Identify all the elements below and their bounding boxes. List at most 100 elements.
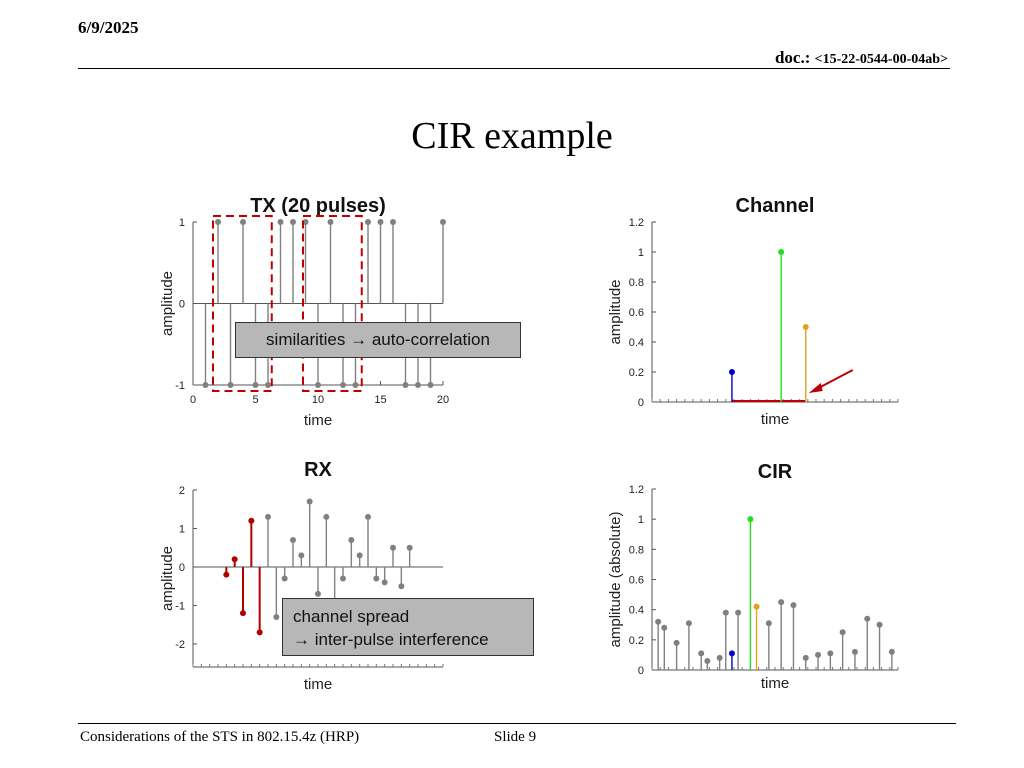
chart4-stem-marker [698,650,705,657]
chart4-stem-marker [685,620,692,627]
chart4-stem-marker [778,599,785,606]
chart3-stem-marker [248,517,255,524]
chart3-stem-marker [315,590,321,597]
chart2-ytick-label: 0 [638,397,644,409]
chart4-stem-marker [722,609,729,616]
chart3-stem-marker [290,537,296,544]
chart1-stem-marker [415,382,421,388]
chart1-ylabel: amplitude [159,271,176,336]
chart2-ytick-label: 0.8 [629,277,644,289]
chart4-stem-marker [704,657,711,664]
chart3-stem-marker [398,583,405,590]
chart1-highlight-box [212,215,273,392]
chart4-stem-marker [735,609,742,616]
chart4-stem-marker [747,516,754,523]
chart1-stem-marker [340,382,346,388]
chart4-ytick-label: 0.4 [629,605,644,617]
doc-label: doc.: [774,48,811,67]
chart4-stem-marker [728,650,735,657]
header-rule [78,68,950,69]
chart4-ytick-label: 0.2 [629,635,644,647]
chart4-ytick-label: 0 [638,665,644,677]
chart1-xtick-label: 20 [437,394,449,406]
chart3-stem-marker [256,629,263,636]
chart3-stem-marker [323,513,330,520]
chart4-stem-marker [655,618,662,625]
chart4-title: CIR [758,461,793,483]
chart1-stem-marker [240,219,246,225]
chart2-ytick-label: 1.2 [629,217,644,229]
chart4-stem-marker [790,602,797,609]
chart3-ytick-label: 2 [179,485,185,497]
chart2-title: Channel [736,195,815,217]
chart4-stem-marker [827,650,834,657]
chart1-stem-marker [215,219,221,225]
chart4-ytick-label: 1.2 [629,484,644,496]
chart1-xtick-label: 0 [190,394,196,406]
chart1-title: TX (20 pulses) [250,195,386,217]
chart2-ytick-label: 0.2 [629,367,644,379]
chart1-xlabel: time [304,412,332,429]
chart4-stem-marker [716,654,723,661]
chart4-stem-marker [839,629,846,636]
chart3-stem-marker [390,544,396,551]
chart1-stem-marker [365,219,371,225]
chart1-stem-marker [277,219,284,225]
chart3-stem-marker [231,556,238,563]
chart3-stem-marker [381,579,388,586]
chart2-ytick-label: 1 [638,247,644,259]
chart1-ytick-label: -1 [175,380,185,392]
chart1-highlight-box [302,215,363,392]
chart1-stem-marker [315,382,321,388]
chart3-stem-marker [340,575,346,582]
chart4-ytick-label: 0.8 [629,544,644,556]
chart3-title: RX [304,459,332,481]
chart1-stem-marker [440,219,446,225]
chart4-stem-marker [673,639,680,646]
chart2-stem-marker [778,249,785,255]
slide-number: Slide 9 [494,729,537,745]
channel-spread-callout: channel spread → inter-pulse interferenc… [282,598,534,656]
chart3-stem-marker [306,498,313,505]
chart1-stem-marker [352,382,359,388]
chart3-ytick-label: -2 [175,639,185,651]
chart1-ytick-label: 0 [179,299,185,311]
chart2-ytick-label: 0.4 [629,337,644,349]
chart4-xlabel: time [761,675,789,692]
chart1-stem-marker [402,382,409,388]
chart2-stem-marker [802,324,809,330]
chart1-stem-marker [290,219,296,225]
chart3-stem-marker [281,575,288,582]
chart4-stem-marker [765,620,772,627]
chart3-stem-marker [365,513,371,520]
header-doc-id: doc.: <15-22-0544-00-04ab> [775,48,948,68]
chart4-ylabel: amplitude (absolute) [607,512,624,648]
chart1-xtick-label: 10 [312,394,324,406]
chart1-stem-marker [390,219,396,225]
chart2-ytick-label: 0.6 [629,307,644,319]
channel-spread-line2: → inter-pulse interference [293,630,489,649]
slide-title: CIR example [411,115,613,157]
chart3-stem-marker [265,513,271,520]
chart4-ytick-label: 0.6 [629,575,644,587]
chart3-ytick-label: -1 [175,600,185,612]
chart1-xtick-label: 5 [252,394,258,406]
chart3-stem-marker [348,537,355,544]
header-date: 6/9/2025 [78,18,139,37]
chart3-ytick-label: 1 [179,523,185,535]
chart2-ylabel: amplitude [607,279,624,344]
chart1-ytick-label: 1 [179,217,185,229]
footer-rule [78,723,956,724]
chart2-xlabel: time [761,411,789,428]
chart3-stem-marker [373,575,380,582]
chart3-stem-marker [273,613,280,620]
similarity-callout-text: similarities → auto-correlation [266,330,490,349]
chart3-xlabel: time [304,676,332,693]
chart4-stem-marker [802,654,809,661]
chart1-stem-marker [265,382,271,388]
doc-number: <15-22-0544-00-04ab> [814,52,948,67]
chart1-stem-marker [377,219,384,225]
similarity-callout: similarities → auto-correlation [235,322,521,358]
chart4-ytick-label: 1 [638,514,644,526]
